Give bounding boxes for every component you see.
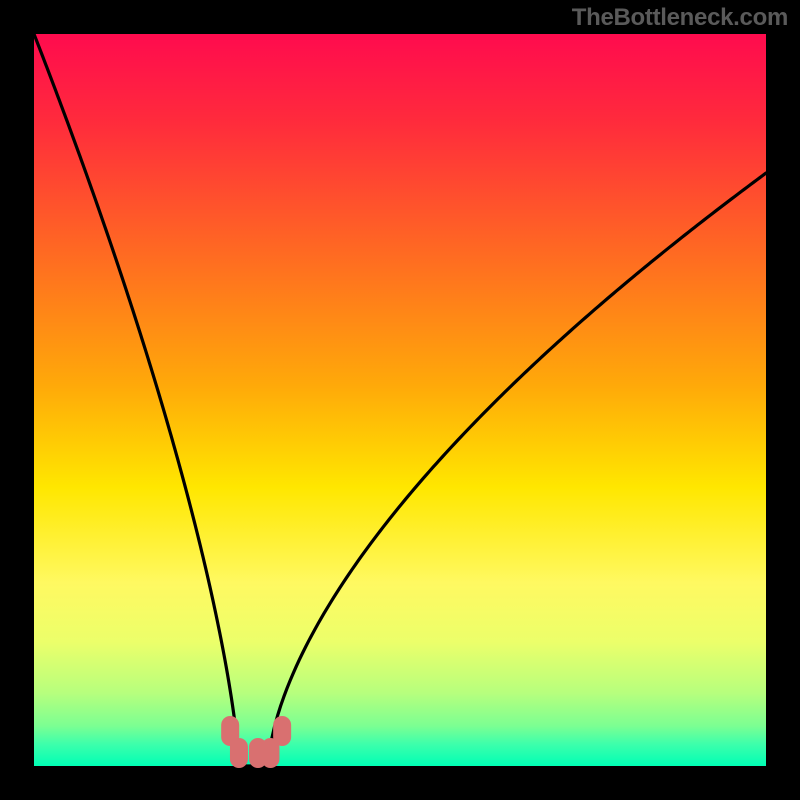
chart-container: TheBottleneck.com xyxy=(0,0,800,800)
curve-marker xyxy=(273,716,291,746)
gradient-plot-area xyxy=(34,34,766,766)
curve-marker xyxy=(230,738,248,768)
watermark-text: TheBottleneck.com xyxy=(572,4,788,32)
chart-svg xyxy=(0,0,800,800)
